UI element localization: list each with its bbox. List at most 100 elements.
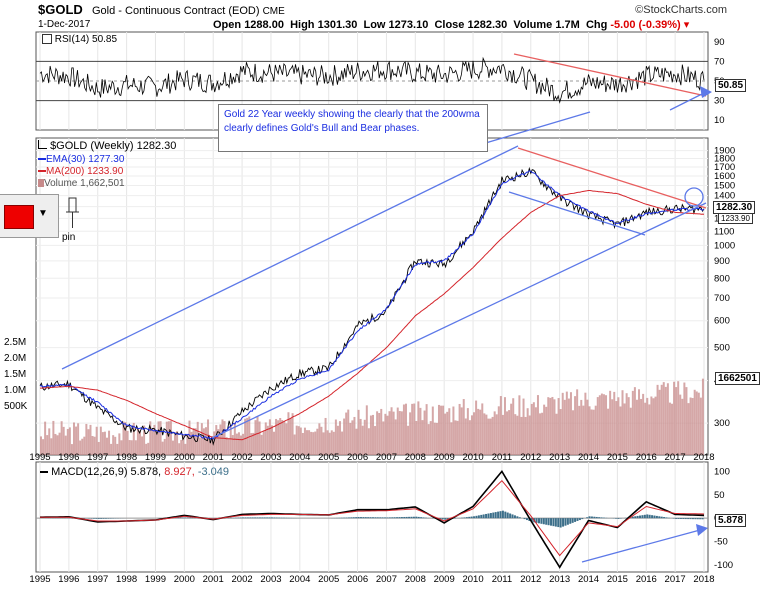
volume-bar [301,432,304,455]
color-picker[interactable]: ▼ [0,194,59,238]
volume-bar [157,421,160,455]
x-tick-label-price: 2002 [232,452,253,463]
descending-support-trendline [508,191,646,236]
volume-bar [475,400,478,455]
x-tick-label-price: 2010 [462,452,483,463]
volume-bar [547,397,550,455]
ma-legend-text: MA(200) 1233.90 [46,166,124,177]
volume-bar [330,430,333,455]
volume-bar [72,422,75,455]
volume-bar [376,411,379,455]
volume-bar [483,413,486,455]
macd-histogram-bar [602,517,605,519]
volume-bar [444,413,447,455]
macd-histogram-bar [701,518,704,520]
x-tick-label-macd: 1999 [145,574,166,585]
macd-histogram-bar [578,518,581,521]
macd-histogram-bar [530,518,533,522]
macd-histogram-bar [273,517,276,519]
macd-histogram-bar [364,517,367,519]
macd-histogram-bar [374,517,377,519]
volume-bar [310,431,313,455]
x-tick-label-macd: 2011 [492,574,512,585]
rsi-y-tick-label: 30 [714,96,725,107]
volume-bar [204,427,207,455]
volume-bar [697,392,700,455]
volume-bar [112,435,115,455]
volume-value-tag: 1662501 [715,372,760,385]
x-tick-label-price: 2014 [578,452,599,463]
volume-bar [440,405,443,455]
macd-histogram-bar [501,510,504,519]
pin-label: pin [62,232,76,243]
ma-legend: MA(200) 1233.90 [38,166,123,177]
volume-bar [687,403,690,455]
volume-legend-text: Volume 1,662,501 [44,178,125,189]
macd-histogram-bar [446,518,449,520]
volume-bar [289,418,292,455]
macd-histogram-bar [648,514,651,519]
macd-histogram-bar [189,517,192,519]
volume-bar [153,424,156,455]
chart-subtitle: Gold - Continuous Contract (EOD) CME [92,5,285,17]
volume-bar [532,402,535,455]
macd-series-signal [40,479,705,557]
pin-button[interactable] [62,194,84,240]
macd-histogram-bar [545,518,548,525]
volume-bar [543,404,546,455]
macd-histogram-bar [441,518,444,520]
volume-bar [605,395,608,455]
macd-histogram-bar [362,517,365,519]
macd-histogram-bar [684,518,687,520]
price-y-tick-label: 1500 [714,180,735,191]
macd-histogram-bar [482,514,485,519]
macd-histogram-bar [480,514,483,519]
macd-y-tick-label: 100 [714,466,730,477]
x-tick-label-price: 2007 [376,452,397,463]
volume-bar [367,428,370,455]
macd-histogram-bar [261,517,264,519]
volume-bar [174,432,177,455]
ema-legend-text: EMA(30) 1277.30 [46,154,125,165]
macd-histogram-bar [516,516,519,519]
volume-bar [225,437,228,455]
volume-bar [512,398,515,455]
volume-bar [555,413,558,455]
volume-bar [607,408,610,455]
rsi-resistance-trendline [513,53,707,97]
volume-bar [339,421,342,455]
volume-bar [398,411,401,455]
volume-bar [299,427,302,455]
volume-bar [171,440,174,455]
macd-histogram-value: -3.049 [197,466,230,478]
volume-bar [334,419,337,455]
macd-histogram-bar [525,518,528,521]
macd-histogram-bar [634,516,637,519]
color-swatch[interactable] [4,205,34,229]
macd-histogram-bar [376,517,379,519]
high-value: 1301.30 [317,19,358,31]
volume-bar [283,421,286,455]
x-tick-label-price: 2008 [405,452,426,463]
volume-bar [600,393,603,455]
macd-histogram-bar [347,517,350,519]
macd-histogram-bar [475,515,478,519]
macd-histogram-bar [268,517,271,519]
macd-histogram-bar [179,517,182,519]
dropdown-caret-icon[interactable]: ▼ [38,208,48,219]
brand-logo[interactable]: ©StockCharts.com [635,4,727,16]
x-tick-label-macd: 2014 [578,574,599,585]
volume-bar [503,397,506,455]
x-tick-label-price: 1998 [116,452,137,463]
volume-bar [103,431,106,455]
price-y-tick-label: 300 [714,418,730,429]
volume-bar [114,436,117,455]
volume-bar [402,404,405,455]
macd-histogram-bar [177,517,180,519]
rsi-y-tick-label: 90 [714,37,725,48]
macd-histogram-bar [554,518,557,527]
x-tick-label-macd: 2006 [347,574,368,585]
volume-bar [578,405,581,455]
macd-histogram-bar [658,516,661,519]
volume-bar [56,435,59,455]
